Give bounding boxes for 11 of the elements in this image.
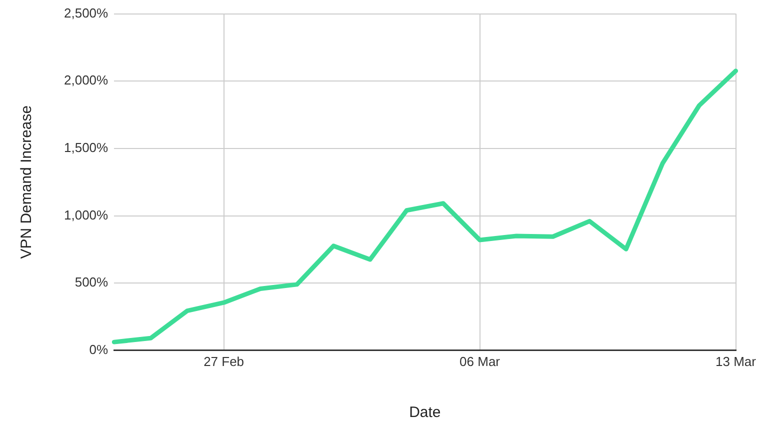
y-tick-label: 1,500% [64,140,109,156]
y-tick-label: 2,500% [64,5,109,20]
y-axis-title: VPN Demand Increase [18,105,36,259]
x-tick-label: 27 Feb [204,354,244,369]
y-tick-label: 0% [89,342,109,357]
y-tick-label: 500% [74,274,109,290]
x-tick-label: 06 Mar [460,354,501,369]
x-tick-label: 13 Mar [716,354,757,369]
y-tick-label: 1,000% [64,207,109,222]
y-tick-label: 2,000% [64,72,109,88]
x-axis-title: Date [409,404,441,422]
